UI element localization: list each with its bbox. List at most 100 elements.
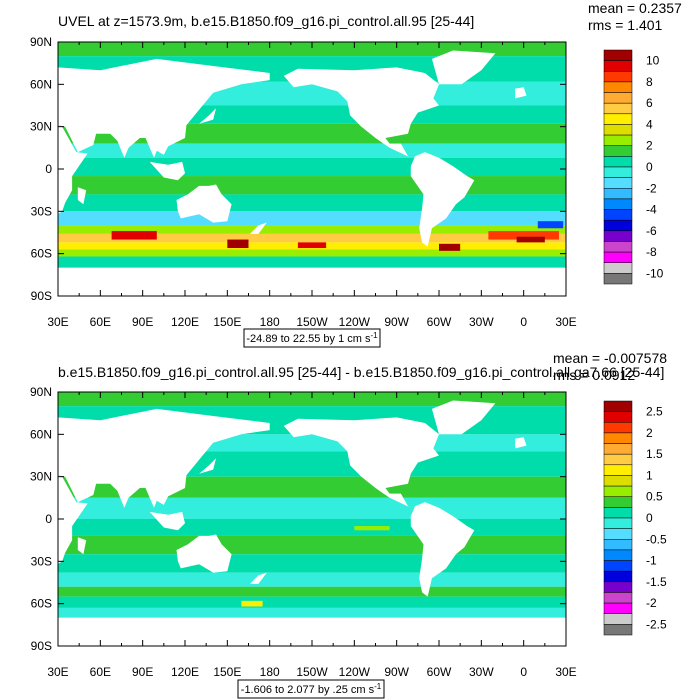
colorbar-label: -0.5: [646, 532, 667, 546]
mean-label: mean = -0.007578: [553, 350, 667, 366]
y-tick-label: 30S: [31, 204, 52, 218]
colorbar-box: [603, 124, 633, 136]
x-tick-label: 30W: [469, 665, 494, 679]
colorbar-box: [603, 432, 633, 444]
land-polygon: [58, 267, 566, 296]
x-tick-label: 90W: [384, 665, 409, 679]
field-band: [58, 596, 566, 608]
land-polygon: [149, 161, 185, 181]
colorbar-box: [603, 517, 633, 529]
land-polygon: [58, 617, 566, 646]
x-tick-label: 180: [260, 315, 280, 329]
colorbar-box: [603, 443, 633, 455]
x-tick-label: 60E: [90, 315, 111, 329]
land-polygon: [58, 125, 88, 215]
x-tick-label: 90W: [384, 315, 409, 329]
field-band: [58, 497, 566, 519]
colorbar-box: [603, 570, 633, 583]
field-band: [58, 586, 566, 597]
land-polygon: [199, 108, 216, 124]
colorbar-box: [603, 145, 633, 157]
colorbar-label: -2.5: [646, 617, 667, 631]
field-highlight: [227, 239, 249, 249]
colorbar-label: 8: [646, 75, 653, 89]
x-tick-label: 90E: [132, 665, 153, 679]
land-polygon: [199, 458, 216, 474]
field-band: [58, 249, 566, 257]
colorbar-box: [603, 209, 633, 221]
y-tick-label: 90S: [31, 289, 52, 303]
colorbar-label: 2: [646, 139, 653, 153]
range-label: -1.606 to 2.077 by .25 cm s-1: [241, 682, 382, 696]
x-tick-label: 120W: [339, 315, 371, 329]
colorbar-box: [603, 71, 633, 83]
colorbar-box: [603, 177, 633, 189]
field-highlight: [439, 243, 461, 251]
field-highlight: [537, 221, 564, 229]
colorbar: 10 8 6 4 2 0 -2 -4 -6 -8 -10: [603, 49, 664, 285]
colorbar-label: 0.5: [646, 490, 663, 504]
colorbar-label: 1: [646, 468, 653, 482]
field-highlight: [516, 236, 545, 243]
field-band: [58, 233, 566, 243]
colorbar-box: [603, 560, 633, 572]
field-highlight: [297, 242, 327, 249]
x-tick-label: 0: [520, 665, 527, 679]
field-highlight: [354, 526, 390, 531]
colorbar-box: [603, 241, 633, 253]
field-band: [58, 211, 566, 226]
land-polygon: [176, 184, 232, 223]
colorbar-box: [603, 464, 633, 476]
colorbar-box: [603, 113, 633, 125]
land-polygon: [410, 152, 475, 247]
colorbar-box: [603, 219, 633, 232]
colorbar-box: [603, 81, 633, 93]
field-band: [58, 143, 566, 158]
colorbar-label: -2: [646, 181, 657, 195]
axis-ticks: 30E 60E 90E 120E 150E 180 150W 120W 90W 60W 30W 0 30…: [30, 35, 577, 329]
land-polygon: [58, 58, 270, 158]
colorbar-box: [603, 400, 633, 412]
x-tick-label: 150W: [296, 665, 328, 679]
land-polygon: [431, 400, 496, 435]
colorbar-box: [603, 496, 633, 508]
panel-difference: b.e15.B1850.f09_g16.pi_control.all.95 [2…: [30, 350, 667, 699]
colorbar-box: [603, 592, 633, 604]
field-band: [58, 176, 566, 195]
x-tick-label: 90E: [132, 315, 153, 329]
field-highlight: [488, 231, 559, 240]
range-label: -24.89 to 22.55 by 1 cm s-1: [246, 331, 378, 345]
colorbar-label: -2: [646, 596, 657, 610]
land-polygon: [431, 50, 496, 85]
y-tick-label: 60S: [31, 247, 52, 261]
colorbar-box: [603, 453, 633, 466]
land-polygon: [410, 502, 475, 597]
colorbar-label: 4: [646, 117, 653, 131]
field-band: [58, 607, 566, 618]
colorbar-box: [603, 230, 633, 242]
colorbar-label: -6: [646, 224, 657, 238]
colorbar-box: [603, 92, 633, 104]
y-tick-label: 30N: [30, 470, 52, 484]
mean-label: mean = 0.2357: [588, 0, 682, 16]
colorbar-box: [603, 49, 633, 61]
colorbar-box: [603, 188, 633, 200]
land-mask: [58, 400, 566, 646]
axis-ticks: 30E 60E 90E 120E 150E 180 150W 120W 90W 60W 30W 0 30…: [30, 385, 577, 679]
colorbar-box: [603, 411, 633, 423]
land-polygon: [58, 408, 270, 508]
field-highlight: [241, 600, 263, 607]
y-tick-label: 30S: [31, 554, 52, 568]
panel-uvel: UVEL at z=1573.9m, b.e15.B1850.f09_g16.p…: [30, 0, 682, 348]
land-polygon: [283, 417, 439, 508]
y-tick-label: 60N: [30, 77, 52, 91]
x-tick-label: 30E: [555, 315, 576, 329]
x-tick-label: 150E: [213, 315, 241, 329]
colorbar-label: -4: [646, 203, 657, 217]
colorbar-label: 2: [646, 426, 653, 440]
colorbar-box: [603, 60, 633, 72]
colorbar-label: 10: [646, 54, 660, 68]
colorbar-label: 1.5: [646, 447, 663, 461]
panel-title: UVEL at z=1573.9m, b.e15.B1850.f09_g16.p…: [58, 13, 474, 29]
colorbar-box: [603, 198, 633, 210]
